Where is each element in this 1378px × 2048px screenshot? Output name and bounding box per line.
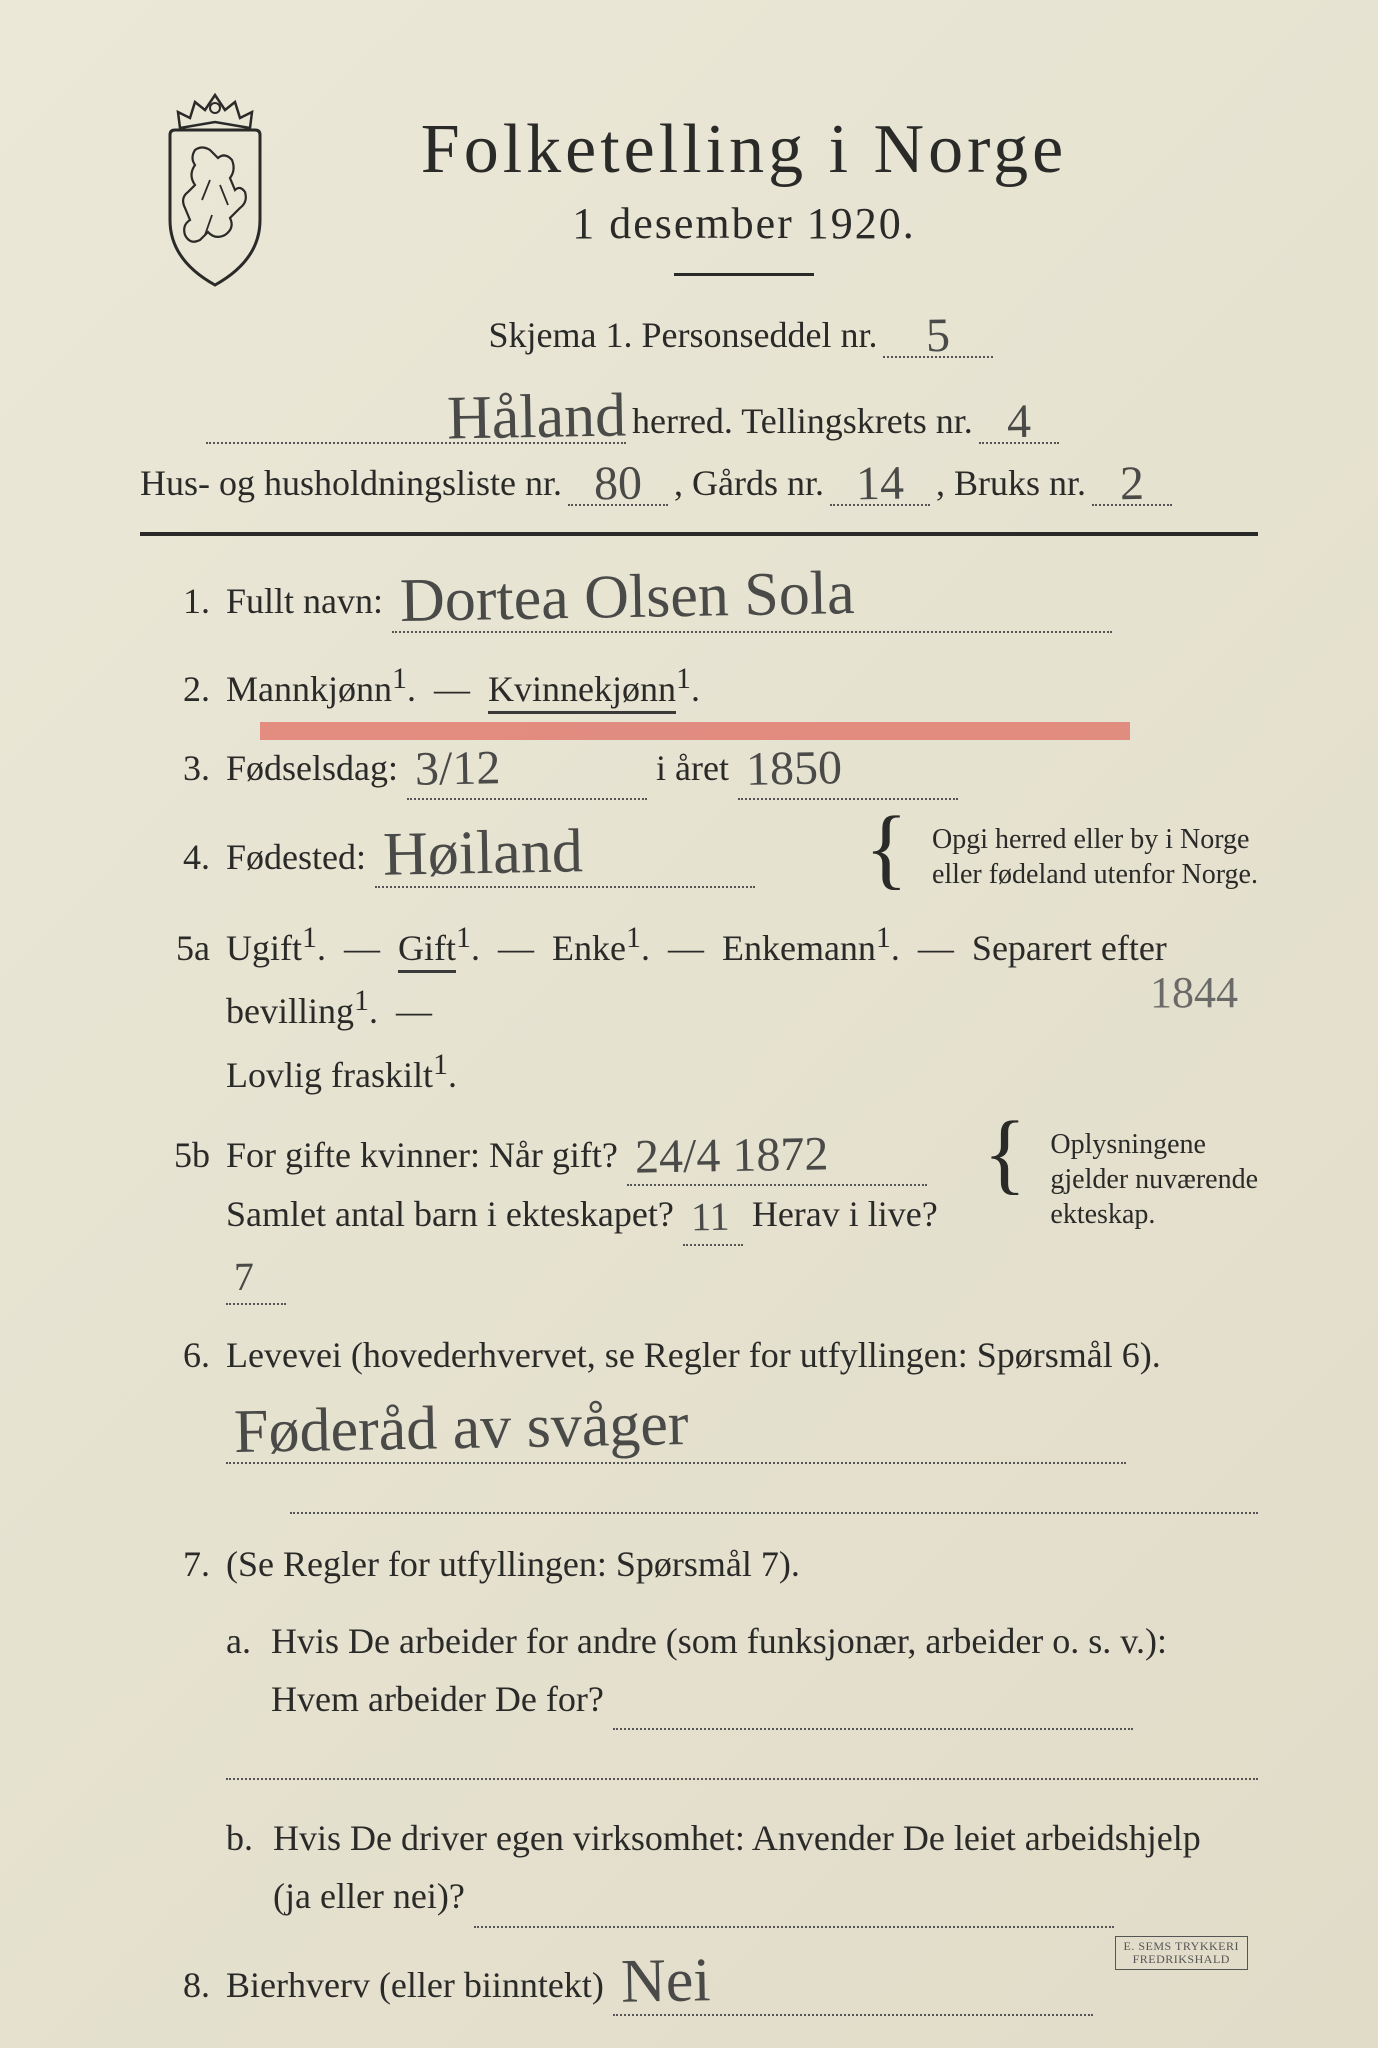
q7-num: 7. <box>140 1543 210 1585</box>
q3-row: 3. Fødselsdag: 3/12 i året 1850 <box>140 740 1258 800</box>
q5a-num: 5a <box>140 927 210 969</box>
main-divider <box>140 532 1258 536</box>
subtitle: 1 desember 1920. <box>330 198 1158 249</box>
printer-stamp: E. SEMS TRYKKERI FREDRIKSHALD <box>1115 1936 1248 1970</box>
q5b-label2: Samlet antal barn i ekteskapet? <box>226 1194 674 1234</box>
q5b-note: Oplysningene gjelder nuværende ekteskap. <box>1040 1127 1258 1232</box>
q1-num: 1. <box>140 580 210 622</box>
q1-label: Fullt navn: <box>226 581 383 621</box>
herred-label: herred. Tellingskrets nr. <box>632 400 973 442</box>
q6-row: 6. Levevei (hovederhvervet, se Regler fo… <box>140 1327 1258 1463</box>
red-pencil-strike <box>260 722 1130 740</box>
q7b-text2: (ja eller nei)? <box>273 1876 465 1916</box>
q5a-fraskilt: Lovlig fraskilt <box>226 1055 433 1095</box>
q8-value: Nei <box>620 1953 710 2010</box>
q8-num: 8. <box>140 1964 210 2006</box>
q5b-val3: 7 <box>234 1259 255 1295</box>
q5b-label3: Herav i live? <box>752 1194 938 1234</box>
q5a-enke: Enke <box>552 928 626 968</box>
q2-num: 2. <box>140 668 210 710</box>
q7-intro: (Se Regler for utfyllingen: Spørsmål 7). <box>226 1544 800 1584</box>
q7b-label: b. <box>226 1810 253 1868</box>
q4-label: Fødested: <box>226 837 366 877</box>
husliste-label: Hus- og husholdningsliste nr. <box>140 462 562 504</box>
skjema-label: Skjema 1. Personseddel nr. <box>489 314 878 356</box>
q5b-label1: For gifte kvinner: Når gift? <box>226 1135 618 1175</box>
q5a-gift: Gift <box>398 928 456 973</box>
q4-note: Opgi herred eller by i Norge eller fødel… <box>922 822 1258 892</box>
personseddel-nr: 5 <box>926 314 951 358</box>
husliste-line: Hus- og husholdningsliste nr. 80 , Gårds… <box>140 458 1258 506</box>
q3-year: 1850 <box>746 746 843 791</box>
q2-kvinne: Kvinnekjønn <box>488 669 676 714</box>
q5a-enkemann: Enkemann <box>722 928 876 968</box>
pencil-annotation: 1844 <box>1150 958 1238 1028</box>
gards-label: , Gårds nr. <box>674 462 824 504</box>
bruks-label: , Bruks nr. <box>936 462 1086 504</box>
q3-label: Fødselsdag: <box>226 748 398 788</box>
crest-svg <box>140 90 290 290</box>
q8-row: 8. Bierhverv (eller biinntekt) Nei <box>140 1950 1258 2017</box>
q2-mann: Mannkjønn <box>226 669 392 709</box>
title-divider <box>674 273 814 276</box>
q5a-ugift: Ugift <box>226 928 302 968</box>
q4-num: 4. <box>140 836 210 878</box>
coat-of-arms-icon <box>140 90 290 290</box>
brace-icon-2: { <box>983 1127 1026 1181</box>
header: Folketelling i Norge 1 desember 1920. Sk… <box>140 110 1258 372</box>
title-block: Folketelling i Norge 1 desember 1920. Sk… <box>330 110 1258 372</box>
q5b-num: 5b <box>140 1134 210 1176</box>
main-title: Folketelling i Norge <box>330 110 1158 190</box>
q7a-label: a. <box>226 1613 251 1671</box>
q6-label: Levevei (hovederhvervet, se Regler for u… <box>226 1335 1161 1375</box>
q5b-val2: 11 <box>691 1199 730 1236</box>
q7a-text1: Hvis De arbeider for andre (som funksjon… <box>271 1621 1167 1661</box>
husliste-nr: 80 <box>594 462 643 506</box>
q1-row: 1. Fullt navn: Dortea Olsen Sola <box>140 566 1258 633</box>
q5a-row: 5a Ugift1. — Gift1. — Enke1. — Enkemann1… <box>140 914 1258 1105</box>
q4-row: 4. Fødested: Høiland { Opgi herred eller… <box>140 822 1258 892</box>
q3-day: 3/12 <box>415 746 501 791</box>
skjema-line: Skjema 1. Personseddel nr. 5 <box>330 310 1158 358</box>
census-form-page: Folketelling i Norge 1 desember 1920. Sk… <box>0 0 1378 2048</box>
q5b-row: 5b For gifte kvinner: Når gift? 24/4 187… <box>140 1127 1258 1306</box>
q7a-text2: Hvem arbeider De for? <box>271 1679 604 1719</box>
herred-value: Håland <box>446 388 626 447</box>
brace-icon: { <box>865 822 908 876</box>
q7a-blank-line <box>226 1778 1258 1780</box>
q1-value: Dortea Olsen Sola <box>400 566 855 630</box>
herred-line: Håland herred. Tellingskrets nr. 4 <box>200 386 1258 444</box>
tellingskrets-nr: 4 <box>1006 400 1031 444</box>
q2-row: 2. Mannkjønn1. — Kvinnekjønn1. <box>140 655 1258 719</box>
q6-blank-line <box>290 1512 1258 1514</box>
q5b-val1: 24/4 1872 <box>635 1132 829 1179</box>
q4-value: Høiland <box>383 824 584 883</box>
q3-num: 3. <box>140 747 210 789</box>
q6-num: 6. <box>140 1334 210 1376</box>
q7-row: 7. (Se Regler for utfyllingen: Spørsmål … <box>140 1536 1258 1928</box>
q7b-text1: Hvis De driver egen virksomhet: Anvender… <box>273 1818 1201 1858</box>
q6-value: Føderåd av svåger <box>234 1397 689 1461</box>
gards-nr: 14 <box>856 462 905 506</box>
q8-label: Bierhverv (eller biinntekt) <box>226 1965 604 2005</box>
bruks-nr: 2 <box>1120 462 1145 506</box>
q3-mid: i året <box>656 748 729 788</box>
